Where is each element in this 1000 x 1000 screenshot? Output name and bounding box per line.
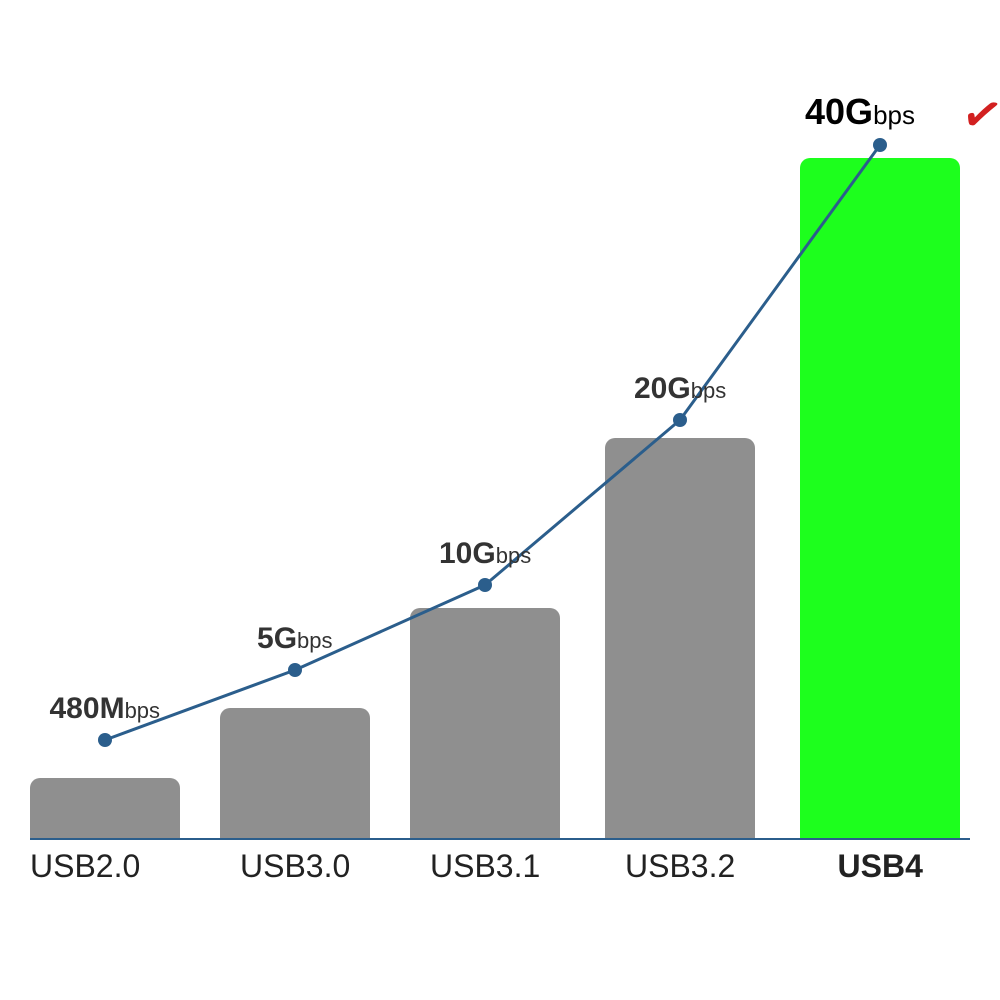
value-label-usb3-0: 5Gbps bbox=[257, 622, 333, 656]
category-label-usb3-2: USB3.2 bbox=[625, 848, 735, 885]
bar-usb3-0 bbox=[220, 708, 370, 838]
chart-baseline bbox=[30, 838, 970, 840]
category-label-usb2-0: USB2.0 bbox=[30, 848, 140, 885]
value-number: 480 bbox=[50, 692, 100, 725]
bar-usb4 bbox=[800, 158, 960, 838]
value-number: 5 bbox=[257, 622, 274, 655]
category-label-usb4: USB4 bbox=[838, 848, 923, 885]
value-number: 20 bbox=[634, 372, 667, 405]
bar-usb3-1 bbox=[410, 608, 560, 838]
category-label-usb3-1: USB3.1 bbox=[430, 848, 540, 885]
value-label-usb2-0: 480Mbps bbox=[50, 692, 161, 726]
bar-usb2-0 bbox=[30, 778, 180, 838]
checkmark-icon: ✓ bbox=[957, 83, 1000, 146]
value-label-usb4: 40Gbps bbox=[805, 91, 915, 133]
category-label-usb3-0: USB3.0 bbox=[240, 848, 350, 885]
value-label-usb3-1: 10Gbps bbox=[439, 537, 531, 571]
chart-plot-area bbox=[30, 100, 970, 840]
bar-usb3-2 bbox=[605, 438, 755, 838]
value-label-usb3-2: 20Gbps bbox=[634, 372, 726, 406]
value-number: 10 bbox=[439, 537, 472, 570]
value-number: 40 bbox=[805, 91, 845, 132]
